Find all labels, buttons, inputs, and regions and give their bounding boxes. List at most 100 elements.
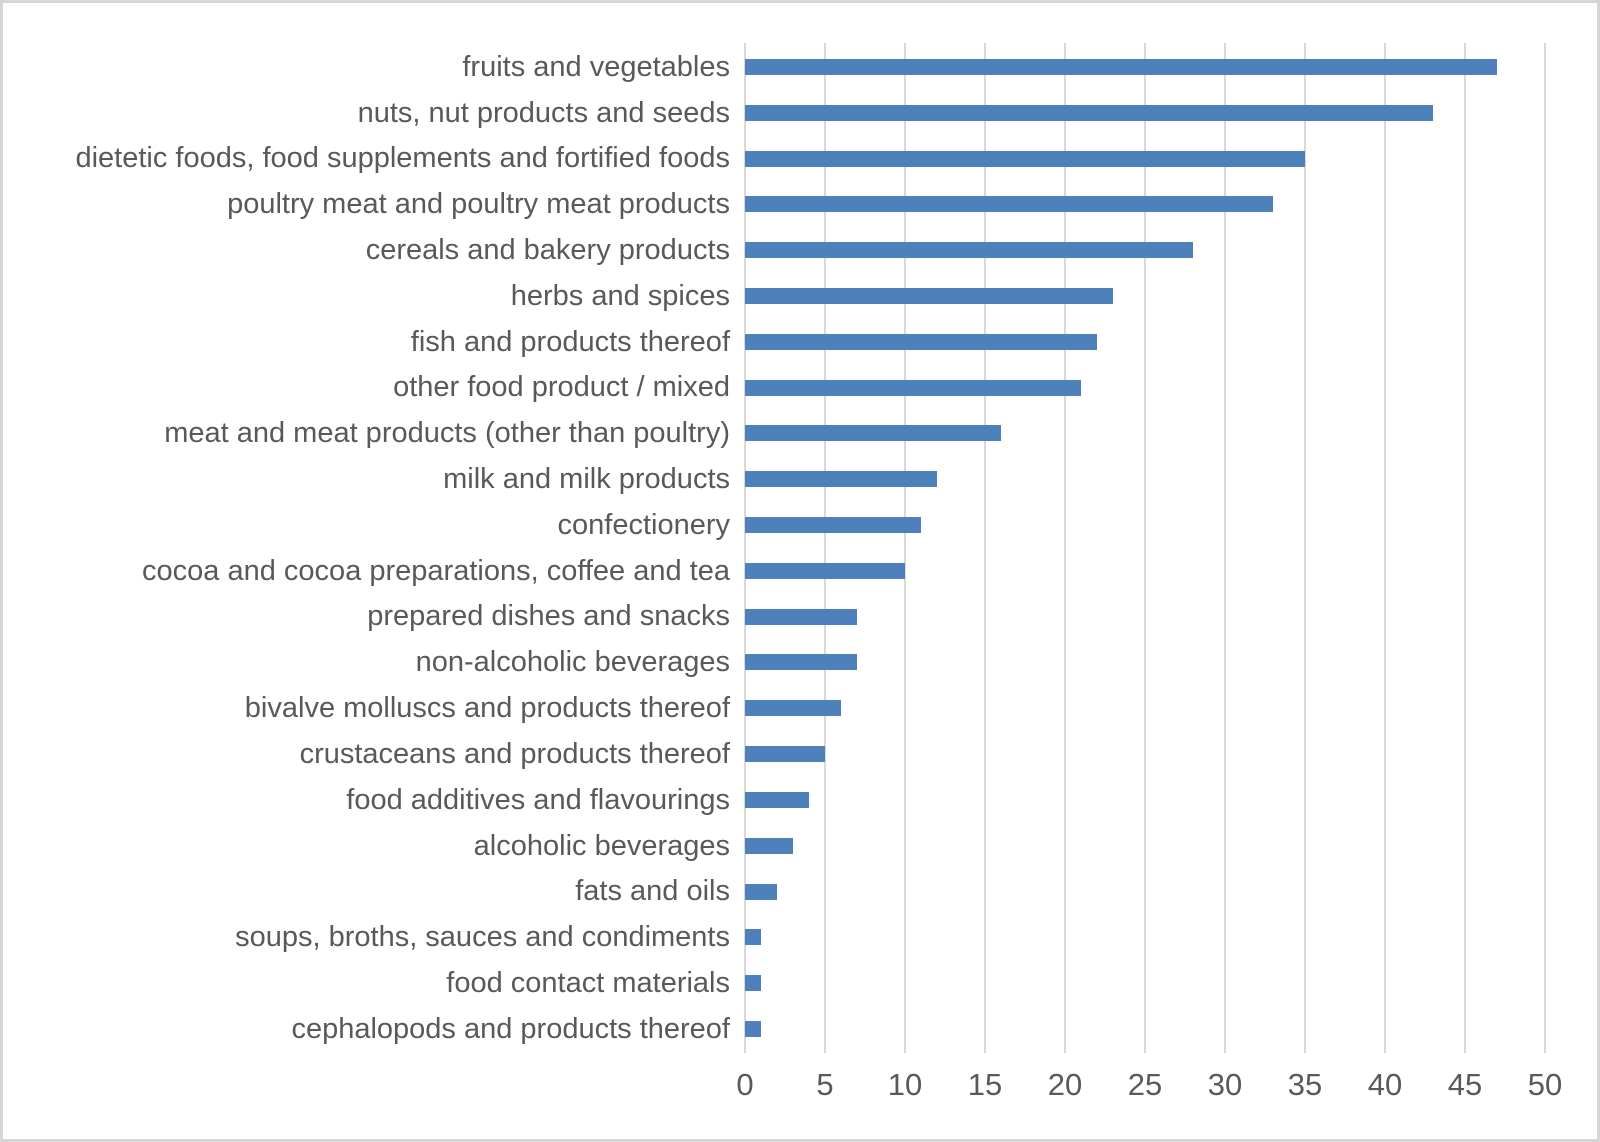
category-label: other food product / mixed <box>393 371 730 404</box>
x-axis-tick-label: 35 <box>1287 1067 1323 1102</box>
x-axis-tick-label: 50 <box>1527 1067 1563 1102</box>
category-label: poultry meat and poultry meat products <box>227 188 730 221</box>
bar-track <box>745 456 1545 502</box>
plot-gridlines <box>744 43 1546 1053</box>
bar-track <box>745 502 1545 548</box>
bar <box>745 517 921 534</box>
bar-track <box>745 365 1545 411</box>
bar-track <box>745 960 1545 1006</box>
bar <box>745 242 1193 259</box>
chart-row: non-alcoholic beverages <box>3 640 1545 686</box>
bar <box>745 104 1433 121</box>
bar <box>745 837 793 854</box>
x-axis-tick-label: 45 <box>1447 1067 1483 1102</box>
gridline <box>1144 43 1146 1053</box>
category-label: cocoa and cocoa preparations, coffee and… <box>142 554 730 587</box>
category-label: prepared dishes and snacks <box>367 600 730 633</box>
chart-row: food contact materials <box>3 960 1545 1006</box>
bar-track <box>745 640 1545 686</box>
chart-row: bivalve molluscs and products thereof <box>3 685 1545 731</box>
x-axis-tick-label: 0 <box>736 1067 754 1102</box>
x-axis-tick-label: 10 <box>887 1067 923 1102</box>
bar-track <box>745 869 1545 915</box>
bar-track <box>745 319 1545 365</box>
category-label: nuts, nut products and seeds <box>357 96 730 129</box>
bar-track <box>745 823 1545 869</box>
x-axis-tick-label: 40 <box>1367 1067 1403 1102</box>
category-label: crustaceans and products thereof <box>299 737 730 770</box>
bar <box>745 196 1273 213</box>
gridline <box>984 43 986 1053</box>
gridline <box>1544 43 1546 1053</box>
bar <box>745 1020 761 1037</box>
category-label: food contact materials <box>446 966 730 999</box>
gridline <box>824 43 826 1053</box>
bar-track <box>745 44 1545 90</box>
bar <box>745 471 937 488</box>
bar-track <box>745 685 1545 731</box>
bar <box>745 791 809 808</box>
bar <box>745 58 1497 75</box>
chart-row: other food product / mixed <box>3 365 1545 411</box>
bar-track <box>745 1006 1545 1052</box>
bar-track <box>745 548 1545 594</box>
category-label: non-alcoholic beverages <box>415 646 730 679</box>
chart-row: food additives and flavourings <box>3 777 1545 823</box>
bar-track <box>745 227 1545 273</box>
bar <box>745 975 761 992</box>
bar-track <box>745 273 1545 319</box>
category-label: alcoholic beverages <box>473 829 730 862</box>
chart-row: fruits and vegetables <box>3 44 1545 90</box>
category-label: fruits and vegetables <box>462 50 730 83</box>
x-axis-tick-label: 15 <box>967 1067 1003 1102</box>
bar-track <box>745 777 1545 823</box>
chart-row: poultry meat and poultry meat products <box>3 181 1545 227</box>
x-axis-tick-label: 20 <box>1047 1067 1083 1102</box>
chart-row: fats and oils <box>3 869 1545 915</box>
chart-row: herbs and spices <box>3 273 1545 319</box>
bar <box>745 333 1097 350</box>
chart-row: alcoholic beverages <box>3 823 1545 869</box>
category-label: food additives and flavourings <box>346 783 730 816</box>
gridline <box>1224 43 1226 1053</box>
chart-row: fish and products thereof <box>3 319 1545 365</box>
category-label: bivalve molluscs and products thereof <box>244 692 730 725</box>
bar <box>745 608 857 625</box>
x-axis-tick-label: 30 <box>1207 1067 1243 1102</box>
bar <box>745 379 1081 396</box>
bar-track <box>745 914 1545 960</box>
gridline <box>904 43 906 1053</box>
gridline <box>1064 43 1066 1053</box>
bar <box>745 287 1113 304</box>
bar <box>745 562 905 579</box>
category-label: meat and meat products (other than poult… <box>164 417 730 450</box>
category-label: confectionery <box>557 508 731 541</box>
chart-row: milk and milk products <box>3 456 1545 502</box>
bar-track <box>745 136 1545 182</box>
x-axis-tick-label: 25 <box>1127 1067 1163 1102</box>
category-label: herbs and spices <box>510 279 730 312</box>
gridline <box>744 43 746 1053</box>
chart-row: confectionery <box>3 502 1545 548</box>
category-label: milk and milk products <box>443 463 730 495</box>
chart-row: soups, broths, sauces and condiments <box>3 914 1545 960</box>
bar <box>745 929 761 946</box>
x-axis-tick-labels: 0 5 10 15 20 25 30 35 40 45 50 <box>736 1067 1562 1115</box>
gridline <box>1464 43 1466 1053</box>
bar <box>745 150 1305 167</box>
bar <box>745 883 777 900</box>
chart-row: cocoa and cocoa preparations, coffee and… <box>3 548 1545 594</box>
category-label: fats and oils <box>575 875 730 908</box>
chart-row: nuts, nut products and seeds <box>3 90 1545 136</box>
gridline <box>1384 43 1386 1053</box>
chart-rows: fruits and vegetables nuts, nut products … <box>3 44 1545 1052</box>
chart-row: dietetic foods, food supplements and for… <box>3 136 1545 182</box>
chart-row: cereals and bakery products <box>3 227 1545 273</box>
bar-track <box>745 594 1545 640</box>
category-label: cephalopods and products thereof <box>291 1012 730 1045</box>
chart-row: crustaceans and products thereof <box>3 731 1545 777</box>
category-label: soups, broths, sauces and condiments <box>235 921 730 954</box>
bar <box>745 746 825 763</box>
gridline <box>1304 43 1306 1053</box>
